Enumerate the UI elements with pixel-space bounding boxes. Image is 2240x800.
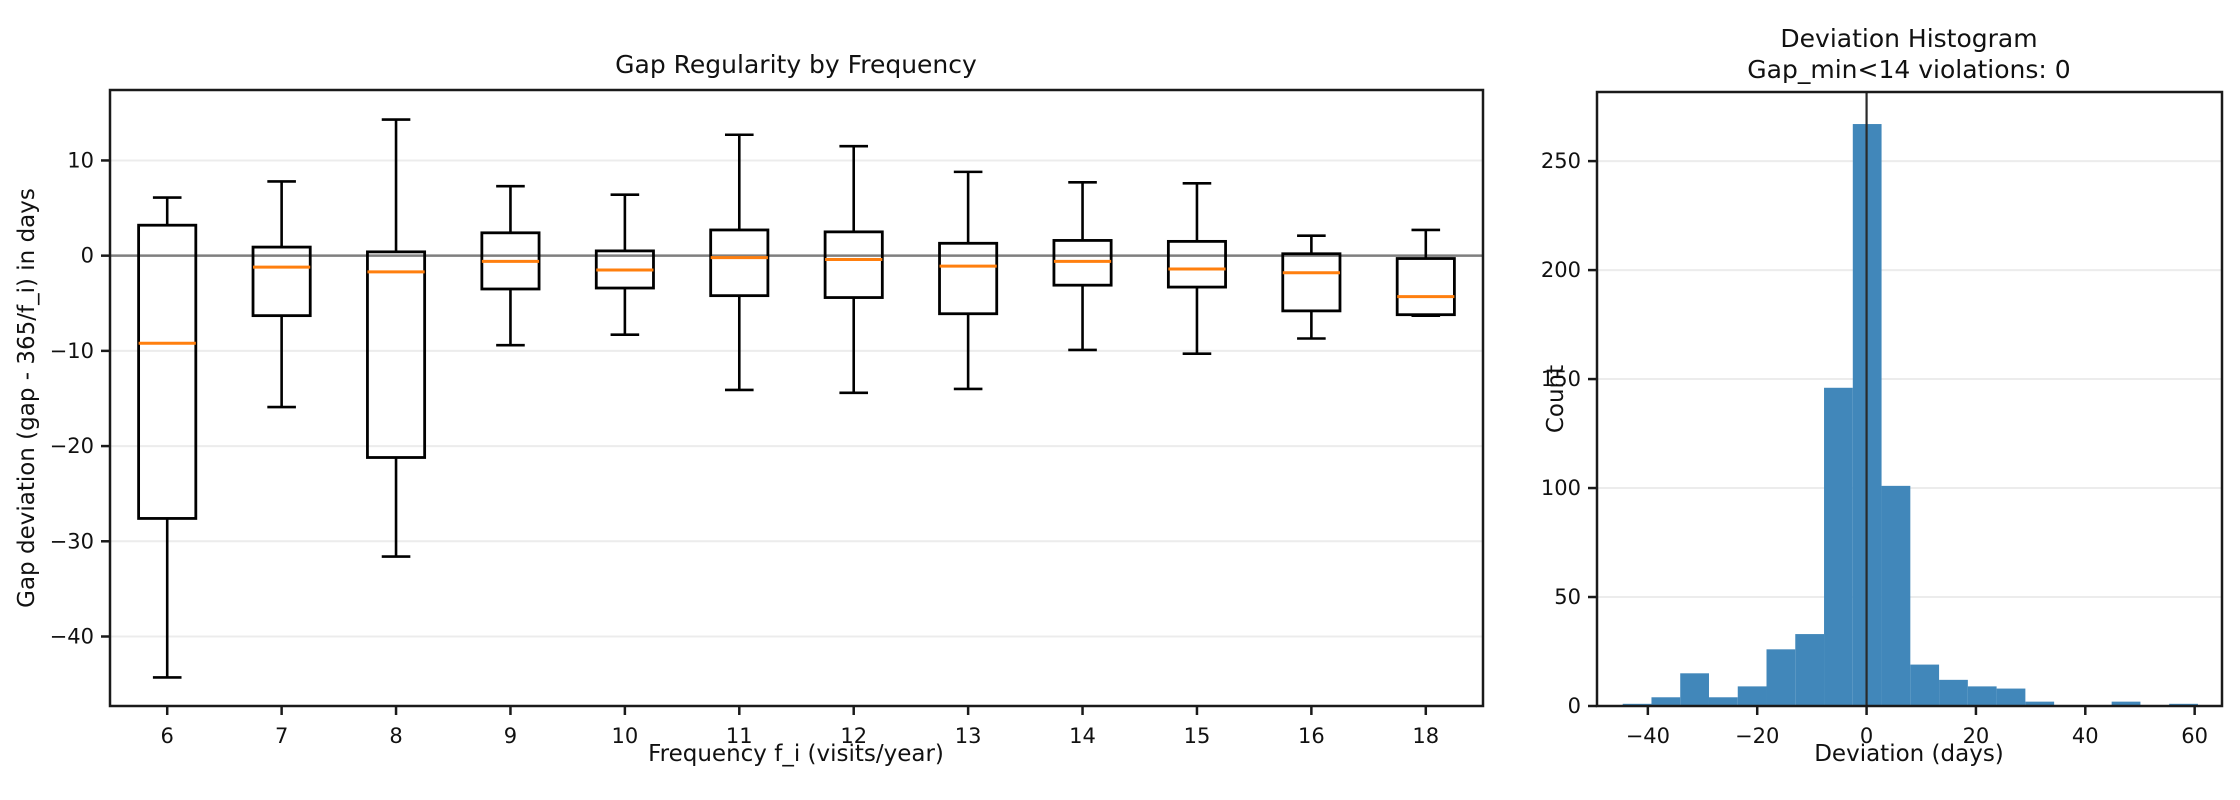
tick-label-x: 60 xyxy=(2181,724,2208,748)
histogram-bar xyxy=(2111,701,2141,706)
tick-label-x: 18 xyxy=(1412,724,1439,748)
box-f18 xyxy=(1395,257,1456,317)
tick-label-y: 10 xyxy=(67,148,94,172)
axes-frame xyxy=(108,88,1485,708)
histogram-bar xyxy=(1680,673,1709,706)
histogram-axes: −40 −20 0 20 40 60 0 50 100 150 200 250 xyxy=(1541,90,2224,748)
tick-label-x: 10 xyxy=(612,724,639,748)
histogram-ylabel: Count xyxy=(1543,364,1569,434)
tick-label-x: 13 xyxy=(955,724,982,748)
tick-label-x: 0 xyxy=(1860,724,1873,748)
histogram-bar xyxy=(1996,688,2026,706)
histogram-bar xyxy=(1910,664,1940,706)
box-f16 xyxy=(1281,252,1342,313)
histogram-bar xyxy=(1708,697,1738,706)
histogram-bar xyxy=(1766,649,1796,706)
axes-frame xyxy=(1595,90,2224,708)
tick-label-y: −10 xyxy=(50,339,94,363)
tick-label-x: 16 xyxy=(1298,724,1325,748)
tick-label-x: 20 xyxy=(1963,724,1990,748)
boxplot-ylabel: Gap deviation (gap - 365/f_i) in days xyxy=(14,188,40,608)
tick-label-y: −30 xyxy=(50,529,94,553)
histogram-xlabel: Deviation (days) xyxy=(1814,741,2004,767)
tick-label-x: −20 xyxy=(1735,724,1779,748)
histogram-bar xyxy=(1967,686,1997,706)
tick-label-x: 12 xyxy=(840,724,867,748)
histogram-bar xyxy=(1651,697,1681,706)
tick-label-x: 6 xyxy=(161,724,174,748)
tick-label-x: 14 xyxy=(1069,724,1096,748)
histogram-bar xyxy=(1737,686,1767,706)
histogram-bar xyxy=(1795,634,1825,706)
histogram-bar xyxy=(1939,679,1968,706)
box-f15 xyxy=(1166,239,1227,289)
tick-label-y: 50 xyxy=(1554,585,1581,609)
tick-label-x: 40 xyxy=(2072,724,2099,748)
tick-label-y: 100 xyxy=(1541,476,1581,500)
boxplot-xlabel: Frequency f_i (visits/year) xyxy=(648,741,944,767)
tick-label-y: 0 xyxy=(1568,694,1581,718)
tick-label-x: 7 xyxy=(275,724,288,748)
tick-label-y: 200 xyxy=(1541,258,1581,282)
box-f12 xyxy=(823,230,884,299)
tick-label-y: −40 xyxy=(50,624,94,648)
tick-label-y: 150 xyxy=(1541,367,1581,391)
histogram-bar xyxy=(2025,701,2055,706)
tick-label-y: −20 xyxy=(50,434,94,458)
histogram-title-line1: Deviation Histogram xyxy=(1780,24,2038,53)
box-f13 xyxy=(938,241,999,316)
tick-label-y: 250 xyxy=(1541,149,1581,173)
histogram-bar xyxy=(1824,387,1853,706)
histogram-title-line2: Gap_min<14 violations: 0 xyxy=(1747,55,2071,84)
tick-label-x: −40 xyxy=(1626,724,1670,748)
tick-label-x: 9 xyxy=(504,724,517,748)
box-f8 xyxy=(366,250,427,459)
tick-label-x: 15 xyxy=(1184,724,1211,748)
tick-label-x: 11 xyxy=(726,724,753,748)
boxplot-title: Gap Regularity by Frequency xyxy=(615,50,977,79)
box-f7 xyxy=(251,245,312,318)
tick-label-y: 0 xyxy=(81,244,94,268)
box-f6 xyxy=(137,223,198,520)
histogram-bar xyxy=(1881,485,1911,706)
box-f11 xyxy=(709,228,770,298)
tick-label-x: 8 xyxy=(389,724,402,748)
boxplot-axes: 6 7 8 9 10 11 12 13 14 15 16 18 10 0 −10 −20 −30 −40 xyxy=(50,88,1485,748)
